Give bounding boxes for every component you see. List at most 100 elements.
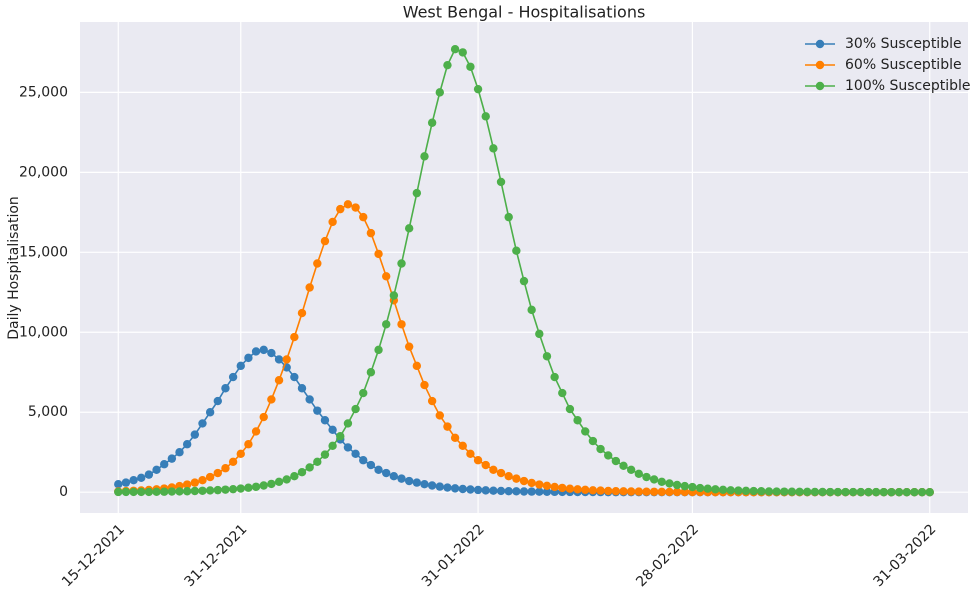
data-point xyxy=(167,454,177,463)
data-point xyxy=(527,487,536,496)
data-point xyxy=(374,249,383,259)
data-point xyxy=(519,276,529,286)
data-point xyxy=(244,483,253,492)
x-tick-label: 31-01-2022 xyxy=(419,521,488,590)
data-point xyxy=(412,188,422,198)
data-point xyxy=(389,472,399,481)
data-point xyxy=(297,468,307,477)
data-point xyxy=(604,451,613,460)
data-point xyxy=(359,388,368,398)
data-point xyxy=(244,353,253,363)
data-point xyxy=(244,440,253,449)
data-point xyxy=(121,478,131,487)
data-point xyxy=(427,118,437,127)
data-point xyxy=(435,88,444,97)
data-point xyxy=(604,486,613,496)
data-point xyxy=(450,433,460,443)
data-point xyxy=(305,283,314,292)
data-point xyxy=(657,487,666,497)
data-point xyxy=(182,440,192,449)
data-point xyxy=(558,388,567,398)
data-point xyxy=(665,487,674,497)
data-point xyxy=(512,487,521,496)
data-point xyxy=(481,486,490,495)
legend-marker xyxy=(815,39,825,49)
data-point xyxy=(573,416,582,425)
data-point xyxy=(611,456,621,466)
chart-title: West Bengal - Hospitalisations xyxy=(403,3,646,22)
data-point xyxy=(711,485,720,494)
data-point xyxy=(374,465,383,475)
legend-label: 30% Susceptible xyxy=(845,36,962,52)
data-point xyxy=(787,487,797,496)
data-point xyxy=(251,427,261,436)
data-point xyxy=(626,487,636,496)
data-point xyxy=(382,468,391,478)
data-point xyxy=(144,470,154,479)
data-point xyxy=(343,419,353,428)
data-point xyxy=(374,345,383,355)
data-point xyxy=(450,44,460,54)
data-point xyxy=(443,60,452,70)
data-point xyxy=(481,112,490,121)
data-point xyxy=(535,329,544,339)
data-point xyxy=(527,305,536,315)
data-point xyxy=(205,472,215,482)
legend-label: 60% Susceptible xyxy=(845,57,962,73)
data-point xyxy=(649,487,659,496)
data-point xyxy=(251,482,261,491)
data-point xyxy=(657,477,666,487)
x-tick-label: 31-03-2022 xyxy=(871,521,940,590)
data-point xyxy=(221,464,230,473)
data-point xyxy=(826,487,835,497)
data-point xyxy=(320,236,330,246)
data-point xyxy=(565,484,575,493)
data-point xyxy=(359,456,368,465)
data-point xyxy=(221,384,230,393)
data-point xyxy=(129,487,138,497)
data-point xyxy=(382,272,391,281)
data-point xyxy=(504,472,513,481)
data-point xyxy=(489,144,498,153)
data-point xyxy=(665,479,674,488)
data-point xyxy=(351,449,360,459)
data-point xyxy=(382,320,391,329)
data-point xyxy=(565,404,575,414)
data-point xyxy=(588,436,598,446)
data-point xyxy=(757,487,766,496)
data-point xyxy=(397,259,406,268)
data-point xyxy=(404,342,414,351)
data-point xyxy=(160,460,169,469)
data-point xyxy=(305,395,314,404)
data-point xyxy=(320,416,330,425)
data-point xyxy=(466,449,475,459)
data-point xyxy=(558,483,567,493)
data-point xyxy=(198,486,207,495)
data-point xyxy=(412,478,422,487)
y-tick-label: 10,000 xyxy=(19,324,68,340)
data-point xyxy=(718,485,728,495)
data-point xyxy=(496,177,506,187)
data-point xyxy=(190,430,200,439)
data-point xyxy=(917,487,927,497)
data-point xyxy=(458,48,467,57)
data-point xyxy=(519,476,529,486)
data-point xyxy=(259,481,268,490)
data-point xyxy=(496,486,506,496)
data-point xyxy=(512,474,521,483)
data-point xyxy=(542,487,552,496)
data-point xyxy=(297,384,307,393)
data-point xyxy=(336,204,345,214)
data-point xyxy=(772,487,781,496)
data-point xyxy=(634,487,644,496)
x-tick-label: 31-12-2021 xyxy=(182,521,251,590)
data-point xyxy=(313,406,322,415)
data-point xyxy=(182,480,192,489)
data-point xyxy=(259,345,268,355)
data-point xyxy=(542,352,552,361)
data-point xyxy=(198,419,207,428)
data-point xyxy=(328,441,337,451)
data-point xyxy=(137,473,146,483)
data-point xyxy=(251,347,261,356)
